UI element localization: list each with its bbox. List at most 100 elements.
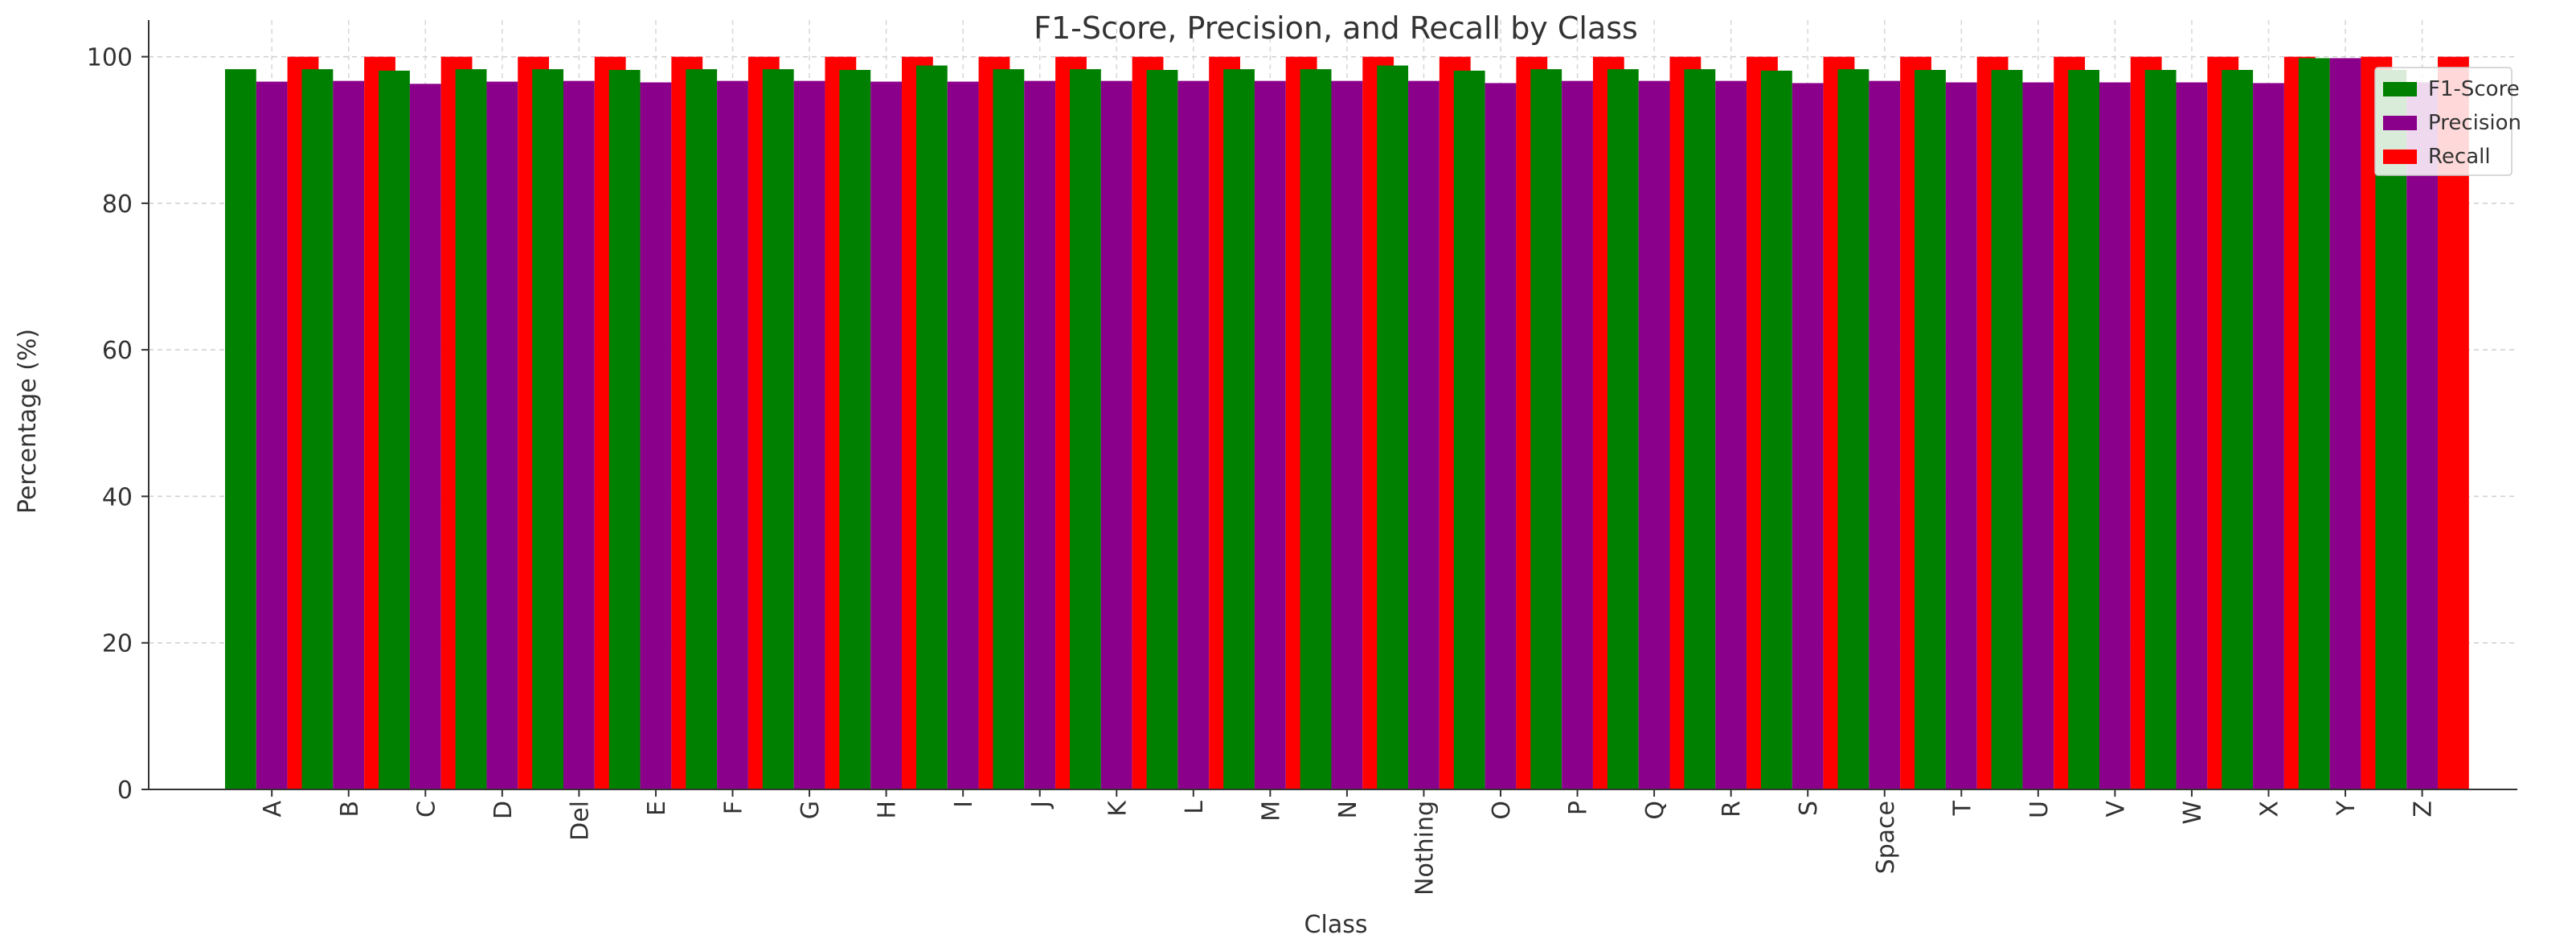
bar-f1-score-r xyxy=(1684,69,1716,789)
x-tick-label: Nothing xyxy=(1411,801,1439,896)
bar-f1-score-o xyxy=(1453,70,1485,790)
x-tick-label: X xyxy=(2256,801,2284,818)
bar-f1-score-f xyxy=(686,69,718,789)
bar-precision-y xyxy=(2329,58,2361,789)
x-tick-label: C xyxy=(412,801,440,818)
bar-f1-score-t xyxy=(1915,69,1946,789)
bar-f1-score-s xyxy=(1761,70,1792,790)
legend-label: Precision xyxy=(2428,111,2521,135)
bar-precision-z xyxy=(2406,82,2438,789)
y-tick-label: 40 xyxy=(102,483,133,511)
bar-precision-u xyxy=(2022,82,2054,789)
x-tick-label: D xyxy=(489,801,518,819)
x-tick-label: I xyxy=(950,801,978,808)
bar-precision-c xyxy=(409,84,441,789)
legend-label: F1-Score xyxy=(2428,77,2520,101)
bar-precision-del xyxy=(563,80,595,790)
x-tick-label: W xyxy=(2179,801,2207,825)
y-tick-label: 20 xyxy=(102,630,133,658)
bar-precision-nothing xyxy=(1408,80,1440,790)
bar-f1-score-j xyxy=(993,69,1025,789)
axes xyxy=(141,20,2517,797)
bar-f1-score-g xyxy=(762,69,794,789)
legend-swatch xyxy=(2383,82,2417,96)
legend-swatch xyxy=(2383,150,2417,164)
y-tick-label: 0 xyxy=(117,777,133,805)
chart-title: F1-Score, Precision, and Recall by Class xyxy=(1034,10,1638,46)
bar-precision-q xyxy=(1638,80,1670,790)
bar-f1-score-space xyxy=(1837,69,1870,789)
tick-labels: 0 20 40 60 80 100 A B C D Del E F G H I J K L M N Nothing O P Q R… xyxy=(87,44,2438,896)
x-tick-label: U xyxy=(2025,801,2054,818)
bar-f1-score-l xyxy=(1146,69,1178,789)
bar-f1-score-a xyxy=(225,69,256,789)
bar-f1-score-b xyxy=(301,69,334,789)
bar-precision-i xyxy=(947,81,979,789)
bar-f1-score-i xyxy=(915,65,948,790)
bar-precision-f xyxy=(717,80,748,790)
bar-precision-h xyxy=(870,81,902,789)
x-tick-label: B xyxy=(336,801,364,818)
bar-f1-score-u xyxy=(1991,69,2023,789)
x-tick-label: M xyxy=(1257,801,1285,822)
y-axis-label: Percentage (%) xyxy=(14,329,42,514)
x-tick-label: Del xyxy=(566,801,594,841)
legend: F1-Score Precision Recall xyxy=(2374,67,2521,176)
bar-precision-m xyxy=(1254,80,1286,790)
bar-f1-score-k xyxy=(1070,69,1101,789)
bar-f1-score-del xyxy=(532,69,563,789)
x-tick-label: V xyxy=(2102,801,2130,818)
bars xyxy=(225,56,2469,790)
x-tick-label: A xyxy=(259,801,287,818)
x-axis-label: Class xyxy=(1304,911,1368,939)
bar-f1-score-p xyxy=(1530,69,1562,789)
x-tick-label: R xyxy=(1718,801,1747,818)
bar-precision-e xyxy=(640,82,672,789)
bar-f1-score-z xyxy=(2375,69,2407,789)
x-tick-label: P xyxy=(1565,801,1593,815)
bar-precision-w xyxy=(2176,82,2208,789)
bar-precision-j xyxy=(1024,80,1056,790)
bar-f1-score-n xyxy=(1300,69,1332,789)
bar-precision-l xyxy=(1177,80,1210,790)
x-tick-label: J xyxy=(1027,801,1055,810)
bar-precision-a xyxy=(256,81,288,789)
bar-f1-score-m xyxy=(1223,69,1255,789)
bar-precision-s xyxy=(1792,83,1824,789)
bar-f1-score-y xyxy=(2298,58,2330,789)
x-tick-label: T xyxy=(1948,800,1976,816)
bar-precision-n xyxy=(1331,80,1363,790)
x-tick-label: Q xyxy=(1641,801,1669,820)
bar-precision-v xyxy=(2099,82,2131,789)
x-tick-label: S xyxy=(1795,801,1823,816)
y-tick-label: 60 xyxy=(102,337,133,365)
x-tick-label: O xyxy=(1488,801,1516,820)
bar-precision-o xyxy=(1485,83,1517,789)
bar-recall-z xyxy=(2438,56,2469,790)
bar-f1-score-w xyxy=(2144,69,2177,789)
bar-precision-g xyxy=(793,80,825,790)
y-tick-label: 80 xyxy=(102,191,133,219)
bar-precision-space xyxy=(1869,80,1901,790)
legend-label: Recall xyxy=(2428,145,2491,169)
bar-precision-d xyxy=(486,81,518,789)
bar-f1-score-c xyxy=(379,70,410,790)
bar-f1-score-d xyxy=(455,69,487,789)
x-tick-label: E xyxy=(643,801,671,816)
legend-swatch xyxy=(2383,116,2417,130)
x-tick-label: K xyxy=(1104,800,1132,817)
x-tick-label: L xyxy=(1181,801,1209,814)
bar-precision-p xyxy=(1562,80,1593,790)
bar-f1-score-h xyxy=(839,69,871,789)
x-tick-label: Y xyxy=(2332,800,2361,816)
bar-precision-b xyxy=(333,80,365,790)
bar-precision-x xyxy=(2253,83,2284,789)
bar-f1-score-nothing xyxy=(1377,65,1409,790)
x-tick-label: G xyxy=(797,801,825,819)
bar-precision-t xyxy=(1945,82,1977,789)
bar-f1-score-q xyxy=(1607,69,1639,789)
x-tick-label: F xyxy=(720,801,748,814)
bar-f1-score-e xyxy=(608,69,641,789)
y-tick-label: 100 xyxy=(87,44,133,72)
